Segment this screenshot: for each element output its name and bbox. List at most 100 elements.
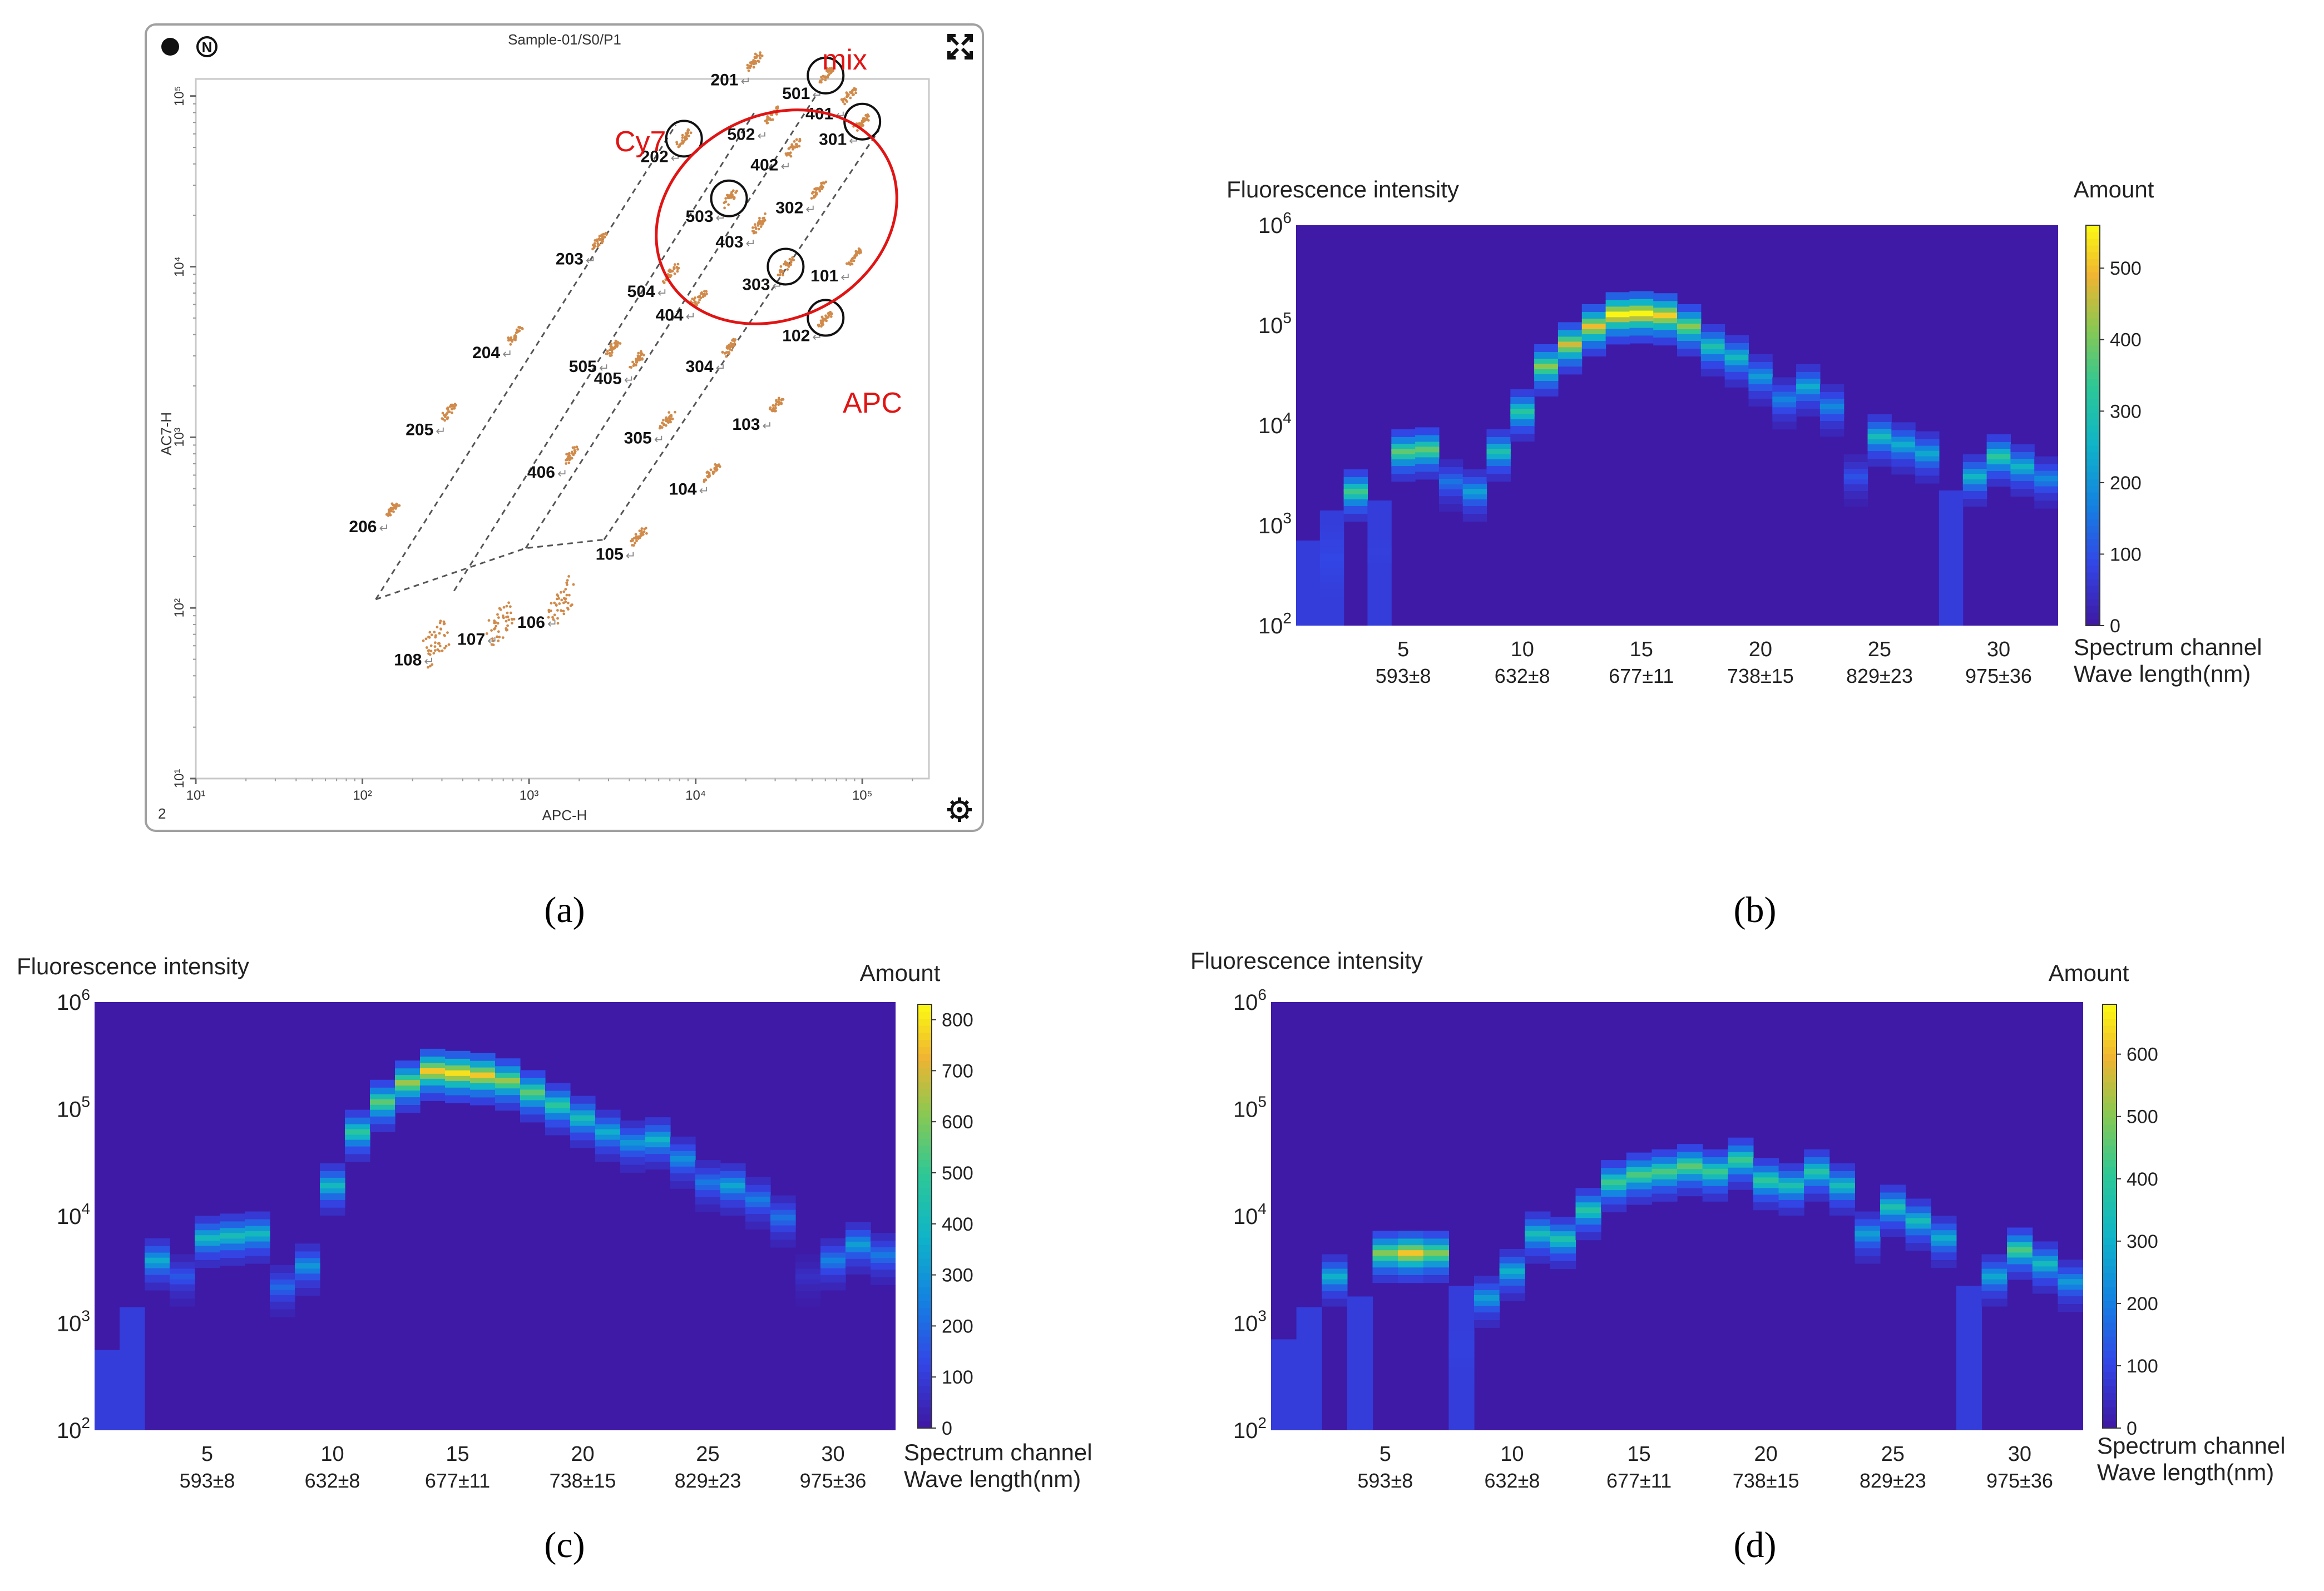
cluster-404[interactable]: 404 ↵ (656, 290, 708, 325)
channel-cell (1271, 1345, 1297, 1351)
scatter-point (694, 296, 696, 299)
colorbar-segment (918, 1110, 932, 1118)
channel-cell (95, 1415, 120, 1421)
cluster-107[interactable]: 107 ↵ (457, 601, 516, 649)
channel-cell (1867, 444, 1892, 452)
colorbar-segment (2086, 586, 2100, 593)
channel-cell (295, 1251, 320, 1260)
cluster-202[interactable]: 202 ↵ (641, 128, 693, 166)
colorbar-label: Amount (2074, 176, 2154, 202)
channel-cell (320, 1200, 345, 1208)
cluster-205[interactable]: 205 ↵ (406, 403, 457, 439)
cluster-402[interactable]: 402 ↵ (750, 137, 802, 175)
cluster-503[interactable]: 503 ↵ (685, 189, 738, 226)
cluster-105[interactable]: 105 ↵ (596, 527, 648, 563)
x-tick-label: 5 (1379, 1443, 1391, 1466)
scatter-point (684, 135, 686, 138)
cluster-505[interactable]: 505 ↵ (569, 339, 622, 376)
channel-cell (670, 1181, 696, 1189)
y-tick-label: 102 (57, 1414, 90, 1443)
scatter-point (573, 446, 576, 449)
scatter-point (759, 225, 763, 228)
scatter-point (610, 344, 612, 348)
cluster-203[interactable]: 203 ↵ (556, 231, 608, 269)
channel-cell (1415, 472, 1440, 480)
colorbar-segment (2086, 566, 2100, 573)
channel-cell (195, 1223, 220, 1232)
cluster-label-mark: ↵ (487, 634, 497, 648)
gear-icon[interactable] (947, 797, 972, 822)
channel-cell (845, 1258, 871, 1267)
channel-cell (1796, 372, 1821, 380)
cluster-102[interactable]: 102 ↵ (782, 310, 833, 345)
scatter-plot-area[interactable] (195, 78, 930, 780)
cluster-201[interactable]: 201 ↵ (710, 51, 764, 89)
channel-cell (820, 1246, 846, 1254)
cluster-label-mark: ↵ (424, 655, 434, 668)
n-badge-icon[interactable]: N (196, 36, 217, 57)
expand-icon[interactable] (947, 34, 973, 60)
cluster-204[interactable]: 204 ↵ (472, 326, 524, 362)
scatter-point (828, 68, 832, 71)
x-tick-wavelength: 593±8 (180, 1469, 235, 1492)
cluster-305[interactable]: 305 ↵ (624, 410, 676, 448)
cluster-206[interactable]: 206 ↵ (349, 502, 401, 536)
colorbar-segment (2086, 492, 2100, 499)
cluster-403[interactable]: 403 ↵ (715, 212, 767, 251)
x-tick-label: 30 (1987, 638, 2010, 661)
scatter-point (780, 398, 784, 401)
channel-cell (1510, 434, 1535, 442)
x-tick-label: 10 (1500, 1443, 1524, 1466)
cluster-label: 405 (594, 369, 622, 388)
record-dot-icon[interactable] (161, 38, 179, 56)
scatter-point (629, 365, 631, 369)
channel-cell (1462, 506, 1487, 514)
panel-label-a: (a) (544, 890, 585, 930)
scatter-point (600, 239, 603, 242)
cluster-304[interactable]: 304 ↵ (685, 338, 737, 376)
colorbar-frame (2085, 225, 2100, 626)
cluster-504[interactable]: 504 ↵ (627, 262, 680, 301)
scatter-point (814, 195, 817, 198)
colorbar-segment (2086, 265, 2100, 272)
channel-cell (1931, 1216, 1957, 1224)
channel-cell (370, 1116, 395, 1124)
colorbar-segment (2086, 499, 2100, 506)
cluster-405[interactable]: 405 ↵ (594, 350, 645, 388)
channel-cell (871, 1241, 896, 1248)
channel-cell (120, 1384, 145, 1392)
x-axis-label: Spectrum channel (2097, 1433, 2286, 1459)
scatter-point (506, 611, 509, 614)
heatmap-cells (95, 1048, 896, 1430)
cluster-101[interactable]: 101 ↵ (810, 247, 863, 285)
cluster-302[interactable]: 302 ↵ (775, 180, 828, 217)
channel-cell (1986, 479, 2011, 487)
cluster-103[interactable]: 103 ↵ (732, 396, 785, 434)
cluster-106[interactable]: 106 ↵ (517, 575, 575, 632)
channel-cell (1829, 1163, 1855, 1171)
channel-cell (1391, 466, 1416, 474)
cluster-303[interactable]: 303 ↵ (742, 256, 795, 294)
channel-cell (1956, 1331, 1982, 1341)
channel-cell (1367, 571, 1392, 579)
cluster-501[interactable]: 501 ↵ (782, 67, 834, 103)
cluster-108[interactable]: 108 ↵ (394, 619, 451, 670)
cluster-406[interactable]: 406 ↵ (527, 445, 579, 482)
cluster-104[interactable]: 104 ↵ (669, 463, 721, 499)
scatter-point (788, 147, 791, 150)
channel-cell (1398, 1267, 1424, 1276)
heatmap-background[interactable] (1296, 225, 2058, 626)
scatter-point (753, 223, 756, 226)
scatter-point (661, 280, 665, 283)
channel-cell (1367, 516, 1392, 524)
cluster-label: 406 (527, 463, 555, 482)
channel-cell (1448, 1403, 1475, 1413)
channel-cell (1343, 499, 1368, 507)
channel-cell (1867, 451, 1892, 459)
scatter-point (821, 78, 824, 81)
channel-cell (1677, 1174, 1703, 1182)
scatter-point (693, 301, 696, 304)
colorbar-segment (2103, 1195, 2117, 1203)
channel-cell (620, 1120, 646, 1128)
colorbar-segment (2103, 1287, 2117, 1295)
